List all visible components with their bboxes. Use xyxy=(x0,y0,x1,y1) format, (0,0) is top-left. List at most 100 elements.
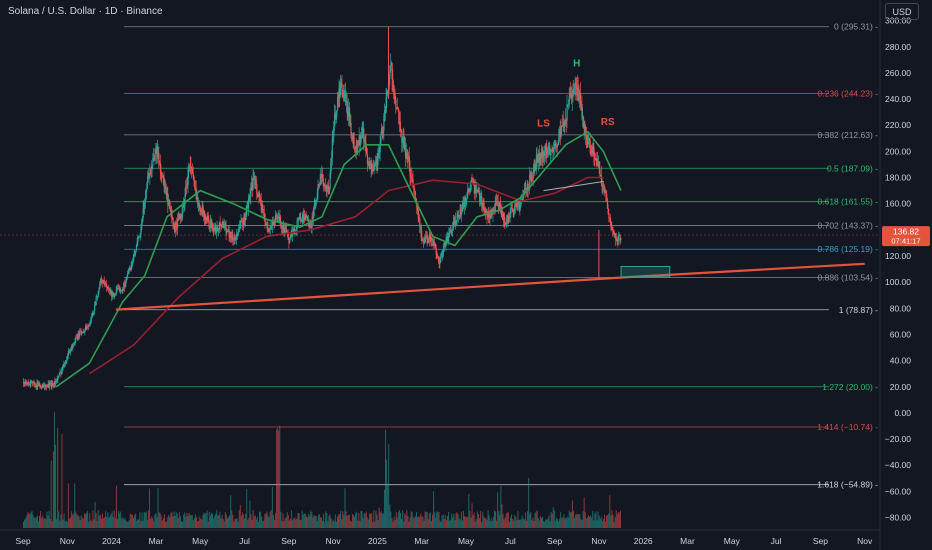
candle-body xyxy=(123,283,126,287)
candle-body xyxy=(55,381,58,383)
volume-bar xyxy=(36,515,38,528)
candle-body xyxy=(396,107,398,109)
candle-body xyxy=(441,252,443,255)
target-box[interactable] xyxy=(620,265,671,278)
volume-bar xyxy=(97,510,99,528)
volume-bar xyxy=(563,514,565,528)
candle-body xyxy=(31,381,34,383)
volume-bar xyxy=(502,514,504,528)
volume-bar xyxy=(280,511,282,528)
candle-body xyxy=(232,234,234,241)
candle-body xyxy=(48,383,50,387)
candle-body xyxy=(235,238,237,240)
volume-bar xyxy=(191,515,193,528)
candle-body xyxy=(460,208,462,216)
candle-body xyxy=(598,161,600,170)
candle-body xyxy=(316,190,318,200)
candle-body xyxy=(103,279,105,285)
candle-body xyxy=(245,207,247,217)
candle-body xyxy=(375,158,378,162)
moving-average-slow xyxy=(88,176,604,375)
candle-body xyxy=(361,133,363,137)
candle-body xyxy=(279,216,281,223)
volume-bar xyxy=(107,512,109,528)
candle-body xyxy=(102,282,104,284)
candle-body xyxy=(41,386,43,388)
candle-body xyxy=(33,382,35,384)
volume-bar xyxy=(356,511,358,528)
volume-bar xyxy=(293,518,295,528)
volume-bar xyxy=(342,511,344,528)
volume-bar xyxy=(395,511,397,528)
candle-body xyxy=(222,221,224,228)
candle-body xyxy=(207,216,209,220)
volume-bar xyxy=(543,521,545,528)
volume-bar xyxy=(278,430,280,528)
candle-body xyxy=(185,186,187,195)
candle-body xyxy=(171,216,173,218)
volume-bar xyxy=(592,511,594,528)
candle-body xyxy=(484,209,487,213)
candle-body xyxy=(138,236,141,238)
candle-body xyxy=(523,189,526,191)
candle-body xyxy=(189,165,191,166)
support-trendline[interactable] xyxy=(115,262,865,311)
candle-body xyxy=(437,257,440,262)
volume-bar xyxy=(316,520,318,528)
candle-body xyxy=(178,214,180,219)
currency-button[interactable]: USD xyxy=(885,3,919,20)
volume-bar xyxy=(313,515,315,528)
candle-body xyxy=(576,87,579,90)
volume-bar xyxy=(423,520,425,528)
volume-bar xyxy=(539,516,541,528)
candle-body xyxy=(286,229,288,232)
fib-label-7: 0.886 (103.54) - xyxy=(818,273,879,283)
candle-body xyxy=(153,157,155,160)
candle-body xyxy=(39,384,41,386)
volume-bar xyxy=(441,515,443,528)
volume-bar xyxy=(398,510,400,528)
price-tick-label: 100.00 xyxy=(885,277,911,287)
volume-bar xyxy=(296,518,298,528)
candle-body xyxy=(416,207,419,211)
candle-body xyxy=(52,383,54,385)
candle-body xyxy=(28,381,30,384)
volume-bar xyxy=(382,513,384,528)
candle-body xyxy=(544,146,546,152)
volume-bar xyxy=(505,513,507,528)
volume-bar xyxy=(324,521,326,528)
candle-body xyxy=(175,223,177,225)
volume-bar xyxy=(156,517,158,528)
time-tick-label: Mar xyxy=(680,536,695,546)
candle-body xyxy=(475,185,477,194)
volume-bar xyxy=(546,520,548,528)
volume-bar xyxy=(466,517,468,528)
candle-body xyxy=(547,150,549,156)
volume-bar xyxy=(123,519,125,528)
candle-body xyxy=(329,174,331,189)
volume-bar xyxy=(142,520,144,528)
volume-bar xyxy=(128,519,130,528)
candle-body xyxy=(270,226,272,228)
volume-bar xyxy=(208,511,210,528)
volume-bar xyxy=(336,516,338,528)
volume-bar xyxy=(609,495,611,528)
candle-body xyxy=(571,91,573,99)
candle-body xyxy=(439,262,441,263)
volume-bar xyxy=(345,511,347,528)
volume-bar xyxy=(207,521,209,528)
candle-body xyxy=(157,153,159,157)
volume-bar xyxy=(374,521,376,528)
candle-body xyxy=(70,351,72,352)
volume-bar xyxy=(226,518,228,528)
volume-bar xyxy=(518,519,520,528)
candle-body xyxy=(91,312,93,318)
candle-body xyxy=(610,222,612,230)
volume-bar xyxy=(265,513,267,528)
chart-title: Solana / U.S. Dollar · 1D · Binance xyxy=(8,6,163,17)
candle-body xyxy=(295,228,298,230)
volume-bar xyxy=(57,427,59,528)
volume-bar xyxy=(163,514,165,528)
time-tick-label: 2024 xyxy=(102,536,121,546)
